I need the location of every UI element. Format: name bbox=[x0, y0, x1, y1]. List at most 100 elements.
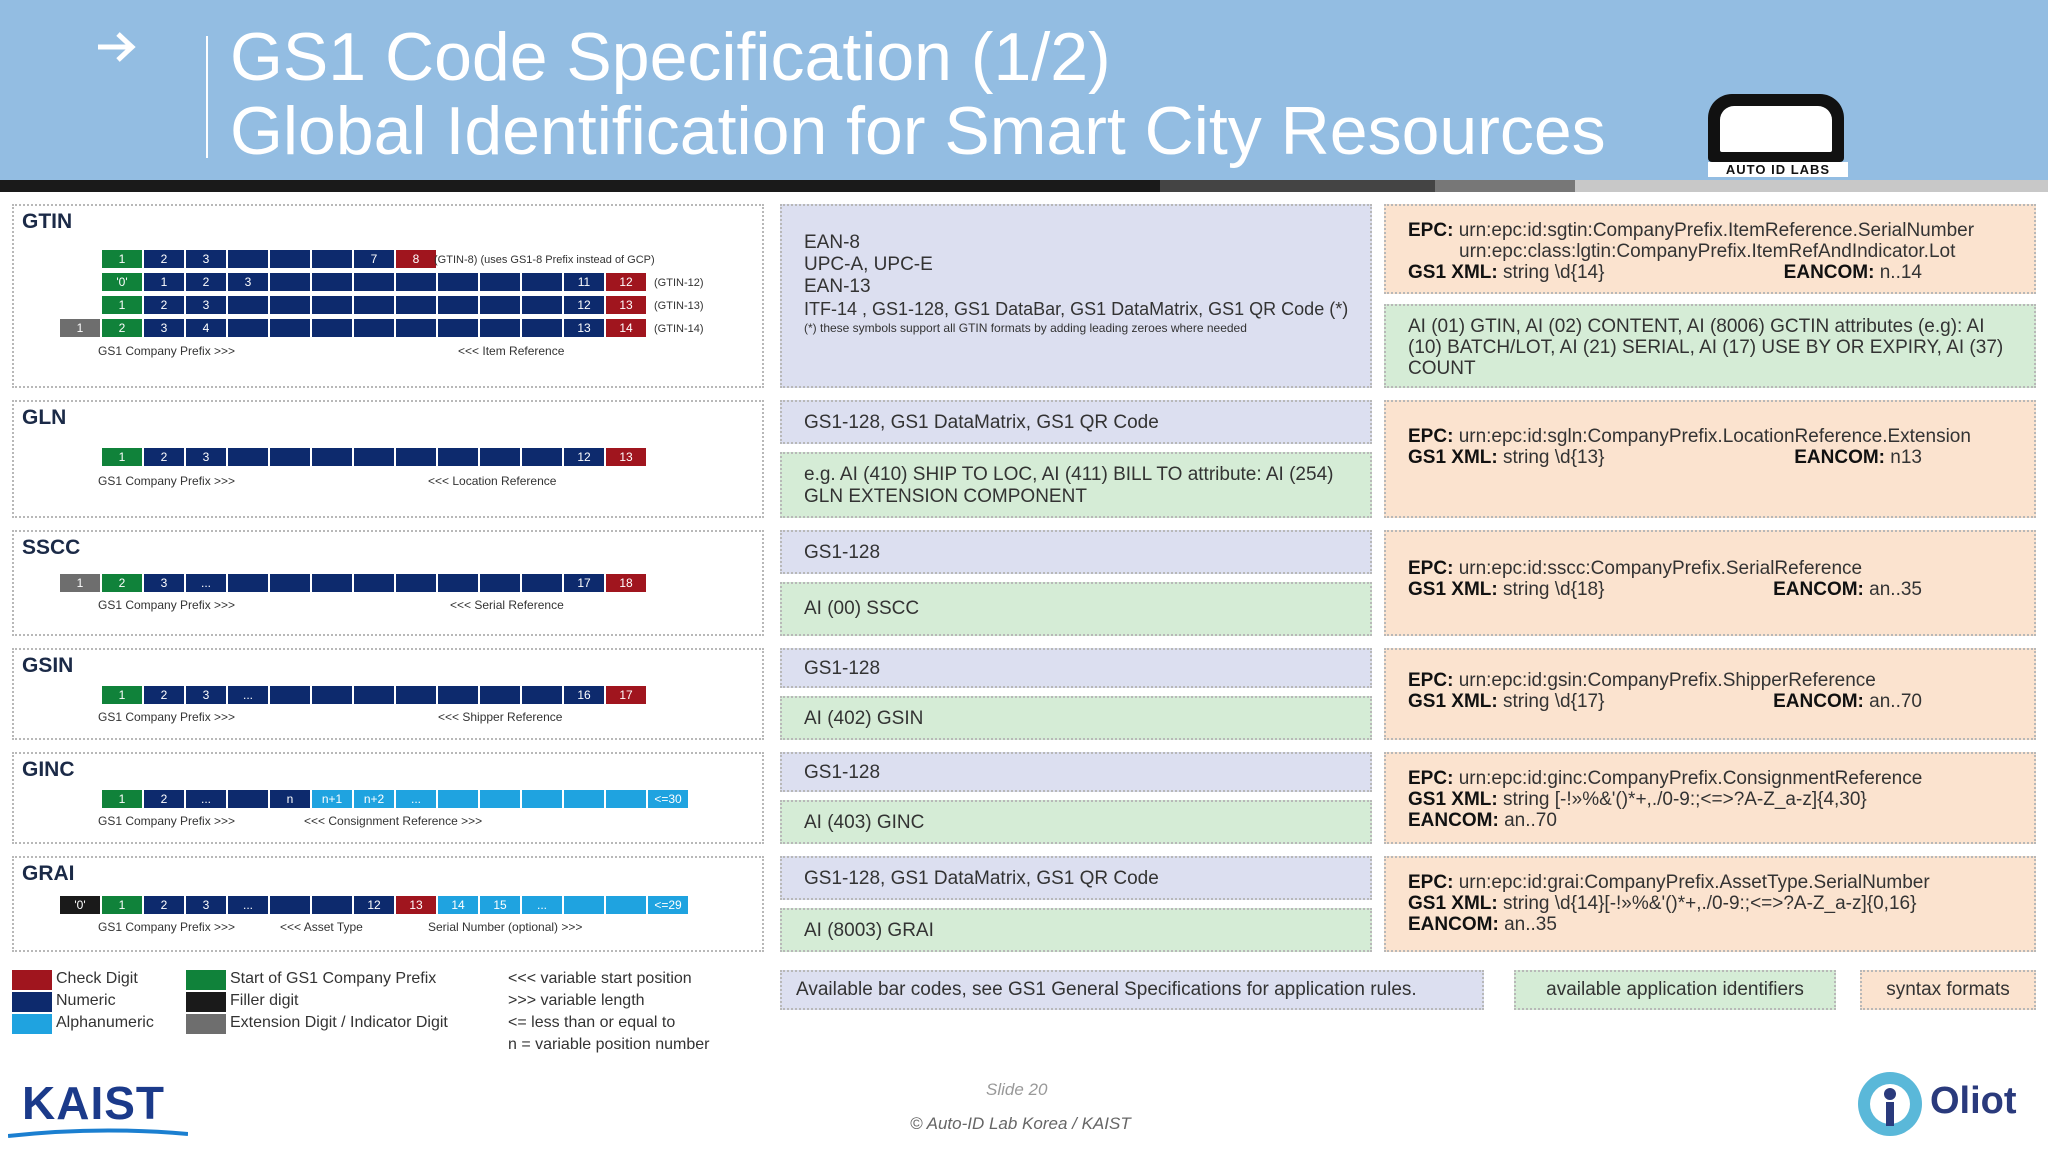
epc-label: EPC: bbox=[1408, 768, 1453, 789]
alnum-cell bbox=[438, 790, 478, 808]
digit-cell bbox=[396, 296, 436, 314]
ginc-syntax: EPC: urn:epc:id:ginc:CompanyPrefix.Consi… bbox=[1384, 752, 2036, 844]
gsin-syntax: EPC: urn:epc:id:gsin:CompanyPrefix.Shipp… bbox=[1384, 648, 2036, 740]
digit-cell bbox=[522, 448, 562, 466]
gln-structure: GLN 1 2 3 12 13 GS1 Company Prefix >>> <… bbox=[12, 400, 764, 518]
alnum-cell: 15 bbox=[480, 896, 520, 914]
digit-cell bbox=[522, 296, 562, 314]
gtin-syntax: EPC: urn:epc:id:sgtin:CompanyPrefix.Item… bbox=[1384, 204, 2036, 294]
digit-cell bbox=[438, 273, 478, 291]
digit-cell bbox=[228, 448, 268, 466]
barcode-item: GS1-128, GS1 DataMatrix, GS1 QR Code bbox=[804, 868, 1348, 890]
check-digit-cell: 12 bbox=[606, 273, 646, 291]
variant-label: (GTIN-13) bbox=[654, 300, 704, 312]
barcode-item: GS1-128, GS1 DataMatrix, GS1 QR Code bbox=[804, 412, 1348, 434]
digit-cell: 4 bbox=[186, 319, 226, 337]
digit-cell: 2 bbox=[102, 319, 142, 337]
oliot-logo: Oliot bbox=[1854, 1070, 2034, 1140]
eancom-label: EANCOM: bbox=[1408, 914, 1499, 935]
alnum-cell: n+2 bbox=[354, 790, 394, 808]
digit-cell bbox=[396, 273, 436, 291]
digit-cell bbox=[270, 250, 310, 268]
digit-cell bbox=[270, 448, 310, 466]
header-divider bbox=[206, 36, 208, 158]
ai-text: AI (8003) GRAI bbox=[804, 920, 1348, 942]
digit-cell: 1 bbox=[102, 896, 142, 914]
ai-text: e.g. AI (410) SHIP TO LOC, AI (411) BILL… bbox=[804, 464, 1348, 508]
xml-value: string \d{14} bbox=[1503, 262, 1604, 283]
epc-label: EPC: bbox=[1408, 220, 1453, 241]
digit-cell: 1 bbox=[102, 296, 142, 314]
digit-cell: 12 bbox=[564, 296, 604, 314]
xml-label: GS1 XML: bbox=[1408, 579, 1498, 600]
alnum-cell bbox=[606, 790, 646, 808]
digit-cell bbox=[312, 448, 352, 466]
digit-cell: 1 bbox=[102, 686, 142, 704]
ai-text: AI (01) GTIN, AI (02) CONTENT, AI (8006)… bbox=[1408, 316, 2012, 379]
sscc-syntax: EPC: urn:epc:id:sscc:CompanyPrefix.Seria… bbox=[1384, 530, 2036, 636]
eancom-value: an..35 bbox=[1869, 579, 1922, 600]
gsin-structure: GSIN 1 2 3 ... 16 17 GS1 Company Prefix … bbox=[12, 648, 764, 740]
eancom-value: n..14 bbox=[1880, 262, 1922, 283]
digit-cell: n bbox=[270, 790, 310, 808]
digit-cell bbox=[522, 273, 562, 291]
grai-syntax: EPC: urn:epc:id:grai:CompanyPrefix.Asset… bbox=[1384, 856, 2036, 952]
digit-cell bbox=[354, 448, 394, 466]
digit-cell: 3 bbox=[186, 686, 226, 704]
digit-cell bbox=[354, 319, 394, 337]
digit-cell bbox=[312, 896, 352, 914]
caption-left: GS1 Company Prefix >>> bbox=[98, 710, 235, 724]
alnum-cell bbox=[564, 896, 604, 914]
legend-swatch-extension bbox=[186, 1014, 226, 1034]
gsin-ais: AI (402) GSIN bbox=[780, 696, 1372, 740]
barcode-item: EAN-8 bbox=[804, 232, 1348, 254]
legend-extension: Extension Digit / Indicator Digit bbox=[230, 1014, 448, 1032]
barcode-note: (*) these symbols support all GTIN forma… bbox=[804, 320, 1348, 336]
digit-cell bbox=[270, 574, 310, 592]
row-label-ginc: GINC bbox=[22, 758, 75, 782]
gtin-structure: GTIN 1 2 3 7 8 (GTIN-8) (uses GS1-8 Pref… bbox=[12, 204, 764, 388]
digit-cell: 12 bbox=[354, 896, 394, 914]
header-bar-grey bbox=[1435, 180, 1575, 192]
digit-cell bbox=[396, 686, 436, 704]
alnum-cell: ... bbox=[522, 896, 562, 914]
digit-cell: 2 bbox=[144, 896, 184, 914]
digit-cell: 2 bbox=[144, 296, 184, 314]
gln-syntax: EPC: urn:epc:id:sgln:CompanyPrefix.Locat… bbox=[1384, 400, 2036, 518]
gtin-ais: AI (01) GTIN, AI (02) CONTENT, AI (8006)… bbox=[1384, 304, 2036, 388]
title-line-2: Global Identification for Smart City Res… bbox=[230, 94, 1606, 168]
xml-label: GS1 XML: bbox=[1408, 789, 1498, 810]
digit-cell bbox=[396, 319, 436, 337]
caption-left: GS1 Company Prefix >>> bbox=[98, 920, 235, 934]
epc-label: EPC: bbox=[1408, 670, 1453, 691]
digit-cell bbox=[438, 296, 478, 314]
alnum-cell: 14 bbox=[438, 896, 478, 914]
epc-value: urn:epc:id:sgln:CompanyPrefix.LocationRe… bbox=[1459, 426, 1971, 447]
barcode-item: GS1-128 bbox=[804, 542, 1348, 564]
eancom-label: EANCOM: bbox=[1794, 447, 1885, 468]
digit-cell bbox=[312, 273, 352, 291]
legend-n-var: n = variable position number bbox=[508, 1036, 709, 1054]
digit-cell: 1 bbox=[102, 250, 142, 268]
digit-cell: 3 bbox=[144, 574, 184, 592]
digit-cell bbox=[522, 319, 562, 337]
arrow-right-icon bbox=[92, 22, 142, 72]
digit-cell bbox=[438, 686, 478, 704]
slide-number: Slide 20 bbox=[986, 1080, 1047, 1100]
digit-cell: 1 bbox=[102, 448, 142, 466]
caption-right: <<< Serial Reference bbox=[450, 598, 564, 612]
eancom-label: EANCOM: bbox=[1408, 810, 1499, 831]
caption-right: <<< Location Reference bbox=[428, 474, 556, 488]
legend-lte: <= less than or equal to bbox=[508, 1014, 675, 1032]
digit-cell bbox=[354, 686, 394, 704]
digit-cell bbox=[396, 448, 436, 466]
barcode-item: UPC-A, UPC-E bbox=[804, 254, 1348, 276]
eancom-value: an..70 bbox=[1869, 691, 1922, 712]
digit-cell: 3 bbox=[144, 319, 184, 337]
digit-cell: 12 bbox=[564, 448, 604, 466]
digit-cell: ... bbox=[186, 574, 226, 592]
digit-cell bbox=[270, 686, 310, 704]
slide-header: GS1 Code Specification (1/2) Global Iden… bbox=[0, 0, 2048, 180]
legend-alphanumeric: Alphanumeric bbox=[56, 1014, 154, 1032]
legend-swatch-alnum bbox=[12, 1014, 52, 1034]
